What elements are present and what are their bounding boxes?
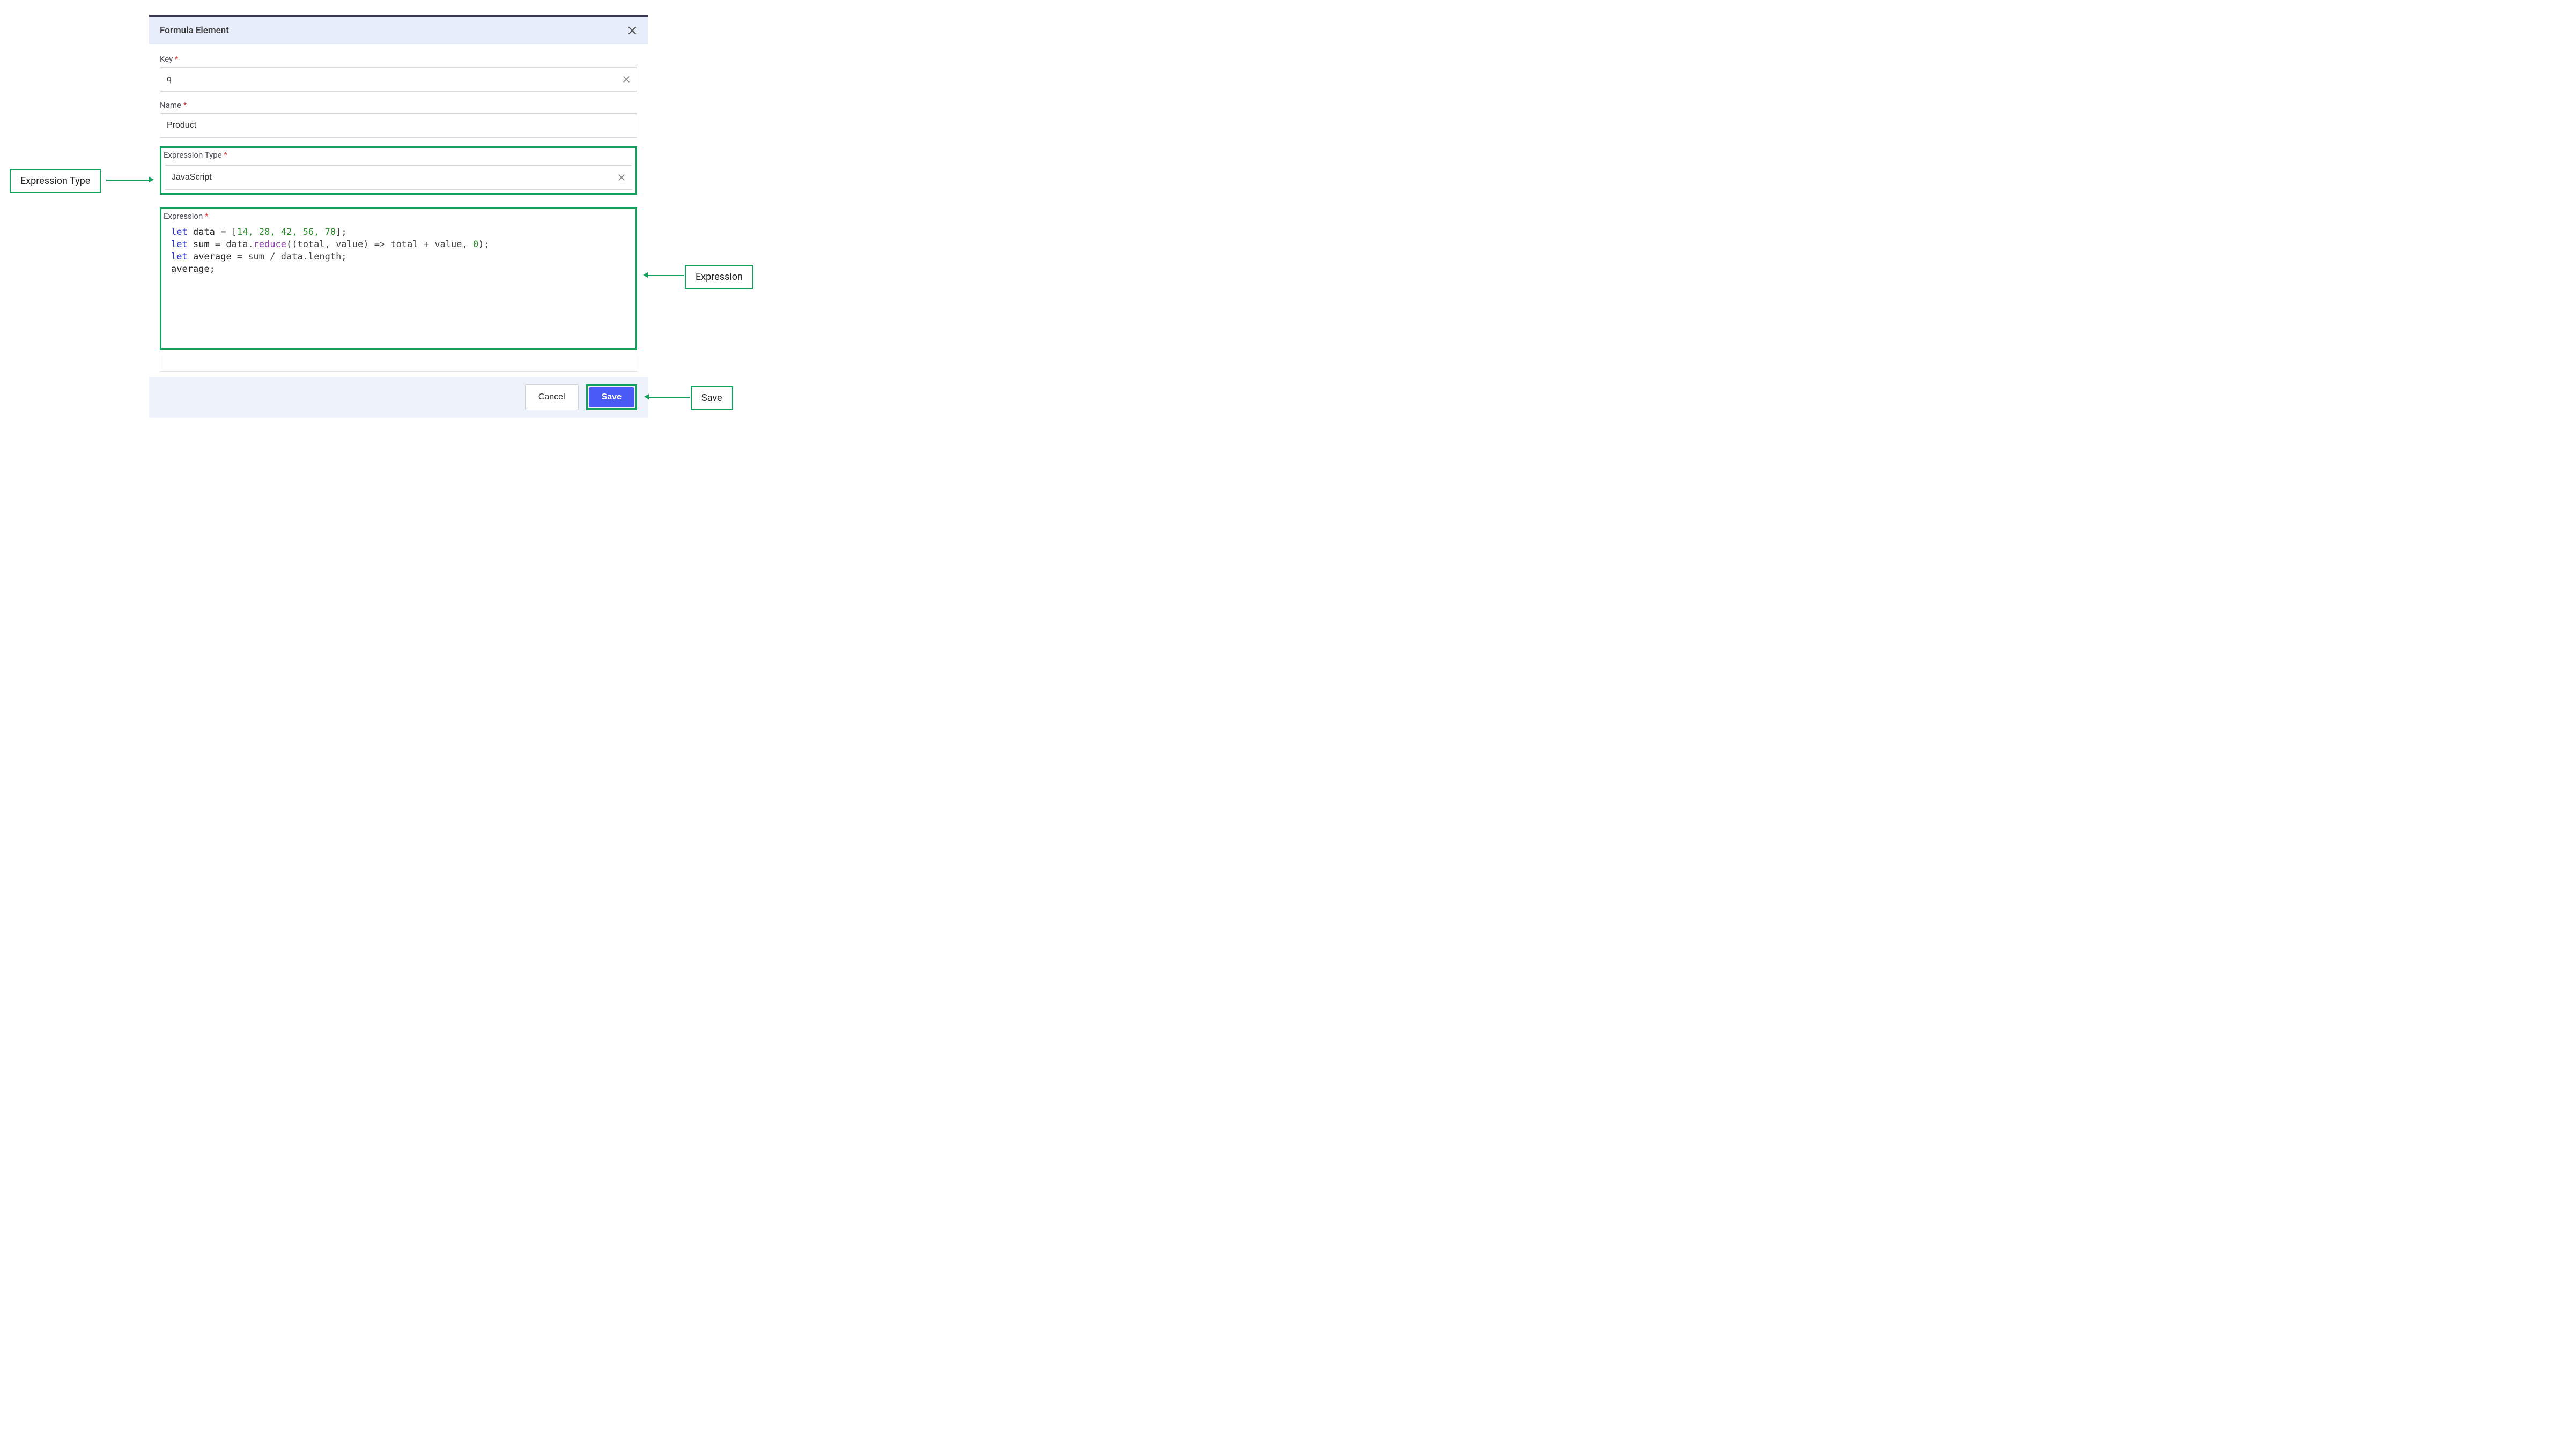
code-text: data: [188, 227, 220, 237]
expression-label-text: Expression: [164, 211, 203, 221]
code-sym: ];: [336, 227, 346, 237]
arrow-head-icon: [643, 272, 648, 278]
close-icon[interactable]: [627, 26, 637, 35]
code-sym: );: [478, 239, 489, 250]
key-required-mark: *: [175, 54, 178, 64]
code-kw: let: [171, 227, 188, 237]
name-label-text: Name: [160, 100, 181, 110]
code-text: average;: [171, 264, 215, 274]
name-input-wrap[interactable]: [160, 113, 637, 138]
code-fn: reduce: [254, 239, 286, 250]
name-field-group: Name *: [160, 100, 637, 138]
arrow-head-icon: [644, 394, 649, 399]
expression-type-required-mark: *: [224, 150, 227, 160]
arrow-line: [106, 180, 149, 181]
save-button[interactable]: Save: [589, 387, 634, 407]
code-sym: ((total, value) => total + value,: [286, 239, 473, 250]
callout-expression-type: Expression Type: [10, 169, 101, 193]
dialog-header: Formula Element: [149, 15, 648, 44]
expression-code-editor[interactable]: let data = [14, 28, 42, 56, 70]; let sum…: [161, 224, 635, 348]
key-label-text: Key: [160, 54, 173, 64]
key-field-group: Key *: [160, 54, 637, 92]
cancel-button[interactable]: Cancel: [525, 384, 579, 410]
name-input[interactable]: [167, 121, 630, 130]
code-num: 0: [473, 239, 478, 250]
dialog-footer: Cancel Save: [149, 377, 648, 418]
dialog-body: Key * Name *: [149, 44, 648, 353]
expression-type-label-text: Expression Type: [164, 150, 222, 160]
clear-expression-type-icon[interactable]: [618, 174, 625, 181]
arrow-line: [648, 275, 684, 276]
code-sym: = [: [220, 227, 237, 237]
name-required-mark: *: [183, 100, 187, 110]
clear-key-icon[interactable]: [623, 76, 630, 83]
key-label: Key *: [160, 54, 637, 64]
expression-type-field-group: Expression Type *: [160, 146, 637, 195]
code-text: average: [188, 251, 237, 262]
formula-element-dialog: Formula Element Key *: [149, 15, 648, 418]
code-kw: let: [171, 251, 188, 262]
callout-expression: Expression: [685, 265, 753, 289]
code-kw: let: [171, 239, 188, 250]
code-num: 14, 28, 42, 56, 70: [237, 227, 336, 237]
expression-type-input[interactable]: [172, 173, 618, 182]
callout-expression-text: Expression: [696, 271, 743, 283]
code-text: sum: [188, 239, 215, 250]
dialog-title: Formula Element: [160, 25, 229, 36]
expression-required-mark: *: [205, 211, 208, 221]
expression-type-select[interactable]: [165, 165, 632, 190]
arrow-line: [649, 397, 690, 398]
callout-save-text: Save: [701, 392, 722, 404]
callout-save: Save: [691, 386, 733, 410]
code-sym: = sum / data.length;: [237, 251, 347, 262]
callout-expression-type-text: Expression Type: [20, 175, 90, 187]
expression-label: Expression *: [161, 209, 635, 221]
expression-field-group: Expression * let data = [14, 28, 42, 56,…: [160, 207, 637, 350]
expression-type-label: Expression Type *: [161, 148, 635, 160]
code-sym: = data.: [215, 239, 254, 250]
extra-padding-panel: [160, 353, 637, 372]
key-input-wrap[interactable]: [160, 67, 637, 92]
save-button-highlight: Save: [586, 384, 637, 410]
name-label: Name *: [160, 100, 637, 110]
key-input[interactable]: [167, 75, 623, 84]
arrow-head-icon: [149, 177, 154, 182]
